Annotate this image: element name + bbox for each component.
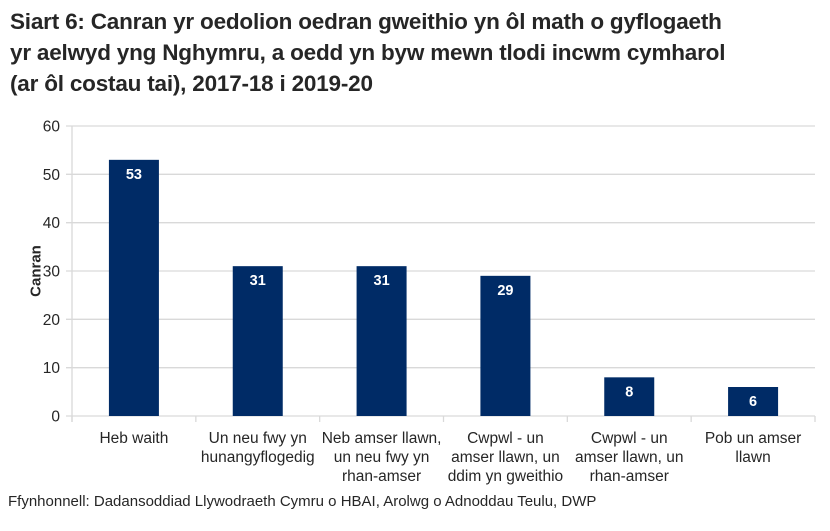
x-category-label: Cwpwl - un <box>467 430 544 447</box>
x-category-label: Heb waith <box>99 430 168 447</box>
bar <box>480 275 531 416</box>
y-tick-label: 0 <box>51 409 60 426</box>
data-label: 53 <box>126 167 142 183</box>
x-category-label: rhan-amser <box>342 468 421 485</box>
x-category-label: Un neu fwy yn <box>209 430 307 447</box>
x-category-label: llawn <box>735 449 770 466</box>
data-label: 31 <box>250 273 266 289</box>
y-tick-label: 40 <box>43 215 61 232</box>
y-axis-ticks: 0 10 20 30 40 50 60 <box>43 119 61 426</box>
x-category-label: Neb amser llawn, <box>322 430 442 447</box>
x-category-label: hunangyflogedig <box>201 449 315 466</box>
data-label: 6 <box>749 394 757 410</box>
bar <box>108 159 159 417</box>
x-category-label: amser llawn, un <box>575 449 684 466</box>
x-category-label: ddim yn gweithio <box>448 468 563 485</box>
gridlines <box>66 125 815 422</box>
source-note: Ffynhonnell: Dadansoddiad Llywodraeth Cy… <box>8 493 597 510</box>
bar <box>356 266 407 416</box>
bar <box>232 266 283 416</box>
y-axis-label: Canran <box>27 245 45 297</box>
y-tick-label: 50 <box>43 167 61 184</box>
chart-title: Siart 6: Canran yr oedolion oedran gweit… <box>10 9 726 96</box>
y-tick-label: 60 <box>43 119 61 136</box>
bar <box>728 387 779 416</box>
x-category-label: Cwpwl - un <box>591 430 668 447</box>
data-label: 29 <box>497 283 513 299</box>
bars: 53 31 31 29 8 6 <box>108 159 779 417</box>
x-category-label: amser llawn, un <box>451 449 560 466</box>
data-label: 31 <box>374 273 390 289</box>
x-category-label: un neu fwy yn <box>334 449 430 466</box>
x-axis: Heb waith Un neu fwy yn hunangyflogedig Neb… <box>71 416 816 485</box>
x-category-label: Pob un amser <box>705 430 802 447</box>
x-category-label: rhan-amser <box>590 468 669 485</box>
bar <box>604 377 655 416</box>
y-tick-label: 10 <box>43 360 61 377</box>
y-tick-label: 20 <box>43 312 61 329</box>
data-label: 8 <box>625 384 633 400</box>
y-tick-label: 30 <box>43 264 61 281</box>
